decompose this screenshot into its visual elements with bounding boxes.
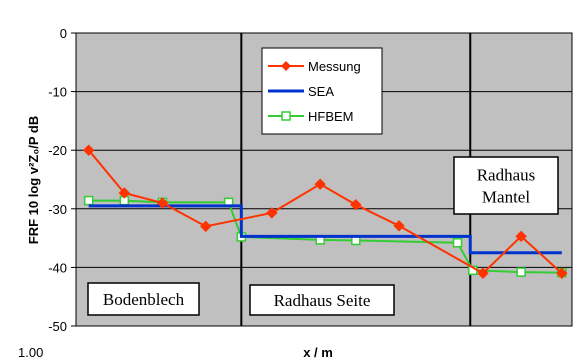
data-point-messung [515,230,527,243]
data-point-messung [156,197,169,209]
data-point-hfbem [516,267,526,277]
legend-label: HFBEM [308,109,354,124]
y-tick-label: -30 [48,202,67,217]
region-label-box [87,282,200,316]
data-point-hfbem [452,238,463,248]
data-point-hfbem [83,195,94,206]
region-label-text: Bodenblech [103,290,185,309]
data-point-messung [118,187,131,199]
legend-marker [281,61,291,71]
series-line-sea [88,204,562,255]
region-label-2: Radhaus Seite [249,284,395,316]
data-point-messung [314,178,326,190]
region-label-text: Mantel [482,188,530,207]
legend-item-messung: Messung [268,59,361,74]
data-point-messung [393,220,405,232]
data-point-messung [556,267,568,279]
region-label-3: Radhaus Mantel [453,156,559,215]
region-label-text: Radhaus [477,166,536,185]
data-point-messung [83,144,95,156]
y-tick-label: -10 [48,85,67,100]
x-tick-label: 1.00 [18,345,43,360]
y-tick-label: 0 [60,26,67,41]
data-point-messung [200,220,212,233]
y-tick-label: -20 [48,143,67,158]
data-point-messung [477,267,489,279]
legend-marker [281,111,291,121]
legend-label: SEA [308,84,334,99]
region-label-box [453,156,559,215]
legend-item-sea: SEA [268,84,334,99]
data-point-messung [266,207,278,219]
y-axis-label: FRF 10 log v²Z₀/P dB [26,116,41,244]
legend-label: Messung [308,59,361,74]
y-tick-label: -50 [48,319,67,334]
region-label-1: Bodenblech [87,282,200,316]
region-label-box [249,284,395,316]
region-label-text: Radhaus Seite [274,291,371,310]
x-axis-label: x / m [303,345,333,360]
y-tick-label: -40 [48,260,67,275]
data-point-messung [350,198,362,211]
legend-item-hfbem: HFBEM [268,109,354,124]
